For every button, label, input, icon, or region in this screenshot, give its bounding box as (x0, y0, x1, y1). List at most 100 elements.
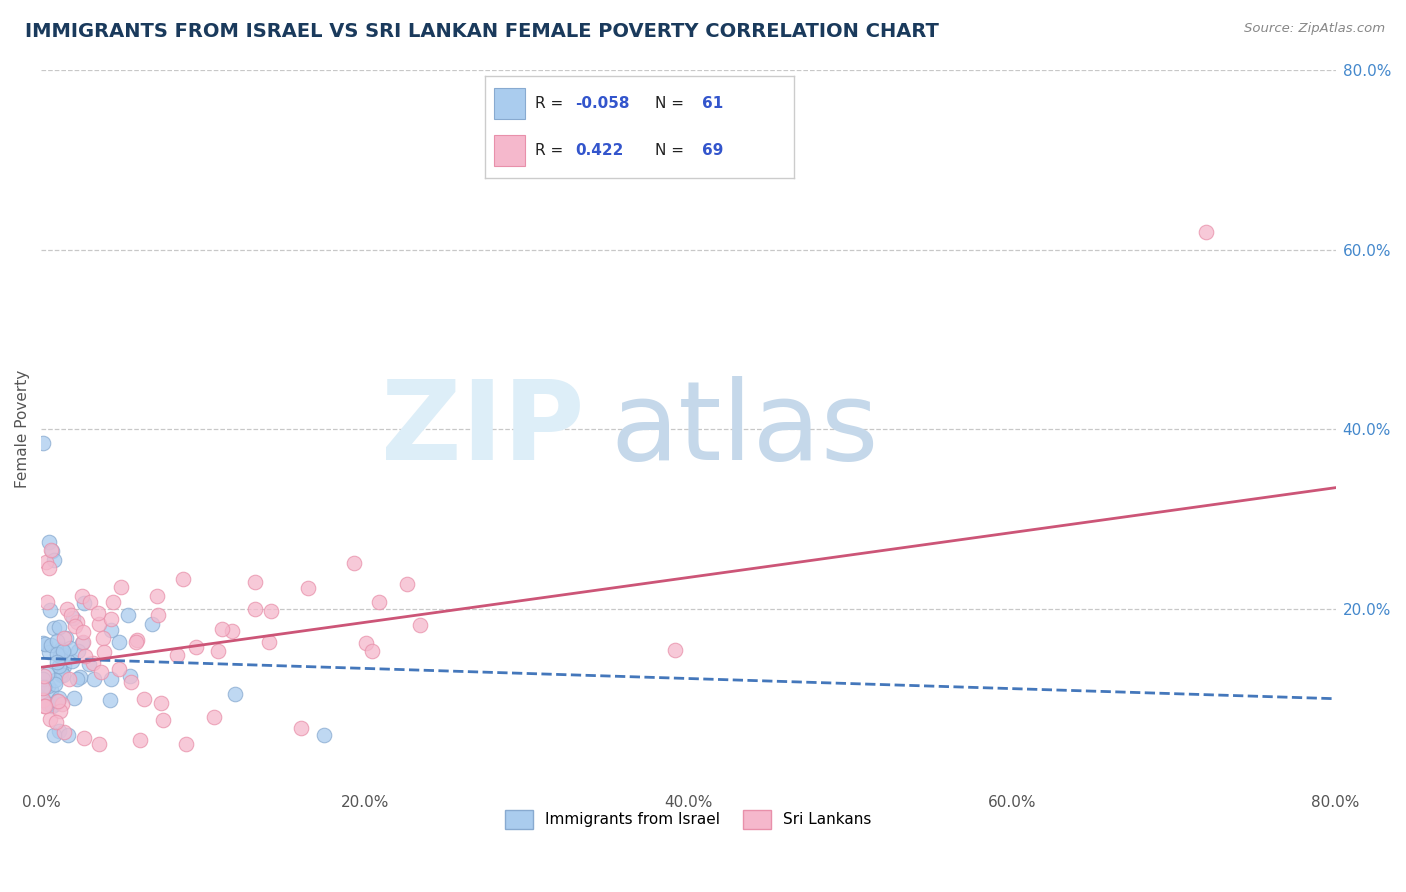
Point (46, 694, 69, 708)
Point (129, 733, 152, 747)
Point (56, 601, 79, 615)
Point (35, 555, 58, 569)
Point (37, 679, 59, 693)
Point (56, 728, 79, 742)
Point (98, 693, 121, 707)
Point (46, 694, 69, 708)
Point (82, 656, 104, 670)
Point (34, 698, 56, 713)
Point (32, 680, 55, 694)
Point (51, 664, 73, 678)
Point (53, 631, 76, 645)
Point (38, 645, 60, 659)
Point (134, 692, 156, 706)
Point (70, 636, 93, 650)
Point (31, 636, 53, 650)
Point (31, 672, 53, 686)
Point (63, 691, 86, 706)
Point (46, 647, 69, 661)
Point (89, 616, 111, 631)
Point (120, 674, 142, 689)
Point (395, 577, 418, 591)
Point (45, 655, 67, 669)
Point (93, 645, 115, 659)
Text: Source: ZipAtlas.com: Source: ZipAtlas.com (1244, 22, 1385, 36)
Point (62, 610, 84, 624)
Point (44, 677, 66, 691)
Point (58, 672, 80, 686)
Point (34, 637, 56, 651)
Text: 61: 61 (702, 96, 723, 111)
Legend: Immigrants from Israel, Sri Lankans: Immigrants from Israel, Sri Lankans (499, 804, 877, 835)
Point (39, 543, 62, 558)
Point (52, 667, 75, 681)
Point (59, 640, 82, 655)
Point (38, 561, 60, 575)
Point (290, 721, 312, 735)
Point (44, 621, 66, 635)
Point (72, 624, 94, 639)
Point (152, 714, 174, 728)
Point (145, 589, 167, 603)
Point (42, 728, 65, 742)
Point (41, 543, 63, 558)
Point (72, 635, 94, 649)
Point (664, 642, 686, 657)
Point (243, 574, 266, 589)
Text: ZIP: ZIP (381, 376, 585, 483)
Point (73, 731, 96, 745)
Point (260, 604, 283, 618)
Text: N =: N = (655, 96, 689, 111)
Point (49, 641, 72, 656)
Point (408, 617, 430, 632)
Point (125, 635, 148, 649)
Text: -0.058: -0.058 (575, 96, 630, 111)
Point (45, 634, 67, 648)
Point (39, 682, 62, 697)
Point (90, 665, 112, 679)
Text: 0.422: 0.422 (575, 144, 623, 158)
Point (52, 644, 75, 658)
Point (361, 643, 384, 657)
Point (67, 644, 90, 658)
Point (42, 552, 65, 566)
Text: IMMIGRANTS FROM ISRAEL VS SRI LANKAN FEMALE POVERTY CORRELATION CHART: IMMIGRANTS FROM ISRAEL VS SRI LANKAN FEM… (25, 22, 939, 41)
Point (44, 697, 66, 711)
Point (354, 636, 377, 650)
Point (48, 619, 70, 633)
Point (69, 670, 91, 684)
Point (110, 580, 132, 594)
Point (65, 619, 87, 633)
Point (38, 534, 60, 549)
Point (207, 644, 229, 658)
Point (100, 623, 122, 637)
Point (60, 654, 83, 668)
Point (51, 697, 73, 711)
Point (73, 648, 96, 663)
Point (108, 634, 131, 648)
Bar (495, 136, 526, 166)
Point (48, 723, 70, 738)
Point (174, 737, 197, 751)
Point (343, 556, 366, 570)
Point (32, 699, 55, 714)
Point (31, 693, 53, 707)
Point (37, 698, 59, 712)
Point (107, 662, 129, 676)
Point (243, 601, 266, 615)
Point (44, 673, 66, 687)
Point (35, 666, 58, 681)
Point (184, 640, 207, 654)
Point (172, 572, 194, 586)
Point (314, 728, 336, 742)
Bar (495, 88, 526, 119)
Point (117, 607, 139, 622)
Point (53, 648, 76, 662)
Point (66, 673, 89, 687)
Point (39, 603, 62, 617)
Point (149, 696, 172, 710)
Point (41, 699, 63, 714)
Y-axis label: Female Poverty: Female Poverty (15, 370, 30, 489)
Text: N =: N = (655, 144, 689, 158)
Point (166, 648, 188, 663)
